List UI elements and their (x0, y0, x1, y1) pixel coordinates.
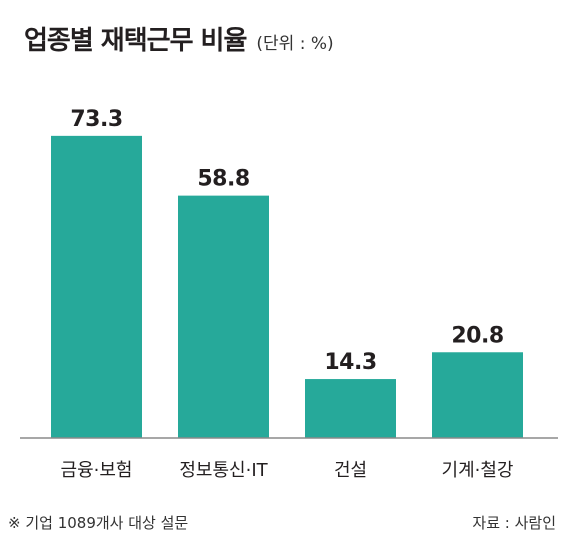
chart-title: 업종별 재택근무 비율 (24, 26, 247, 56)
data-label: 14.3 (324, 350, 376, 375)
bar (178, 195, 269, 438)
bar (51, 135, 142, 439)
survey-note: ※ 기업 1089개사 대상 설문 (8, 514, 189, 532)
bar (432, 352, 523, 438)
data-label: 20.8 (451, 323, 503, 348)
unit-label: (단위 : %) (256, 34, 334, 54)
data-label: 58.8 (197, 167, 249, 192)
bar (305, 379, 396, 438)
category-label: 정보통신·IT (179, 460, 268, 481)
category-label: 금융·보험 (61, 460, 133, 481)
category-label: 건설 (334, 460, 367, 481)
chart-header: 업종별 재택근무 비율 (단위 : %) (24, 20, 334, 68)
data-label: 73.3 (70, 107, 122, 132)
source-label: 자료 : 사람인 (472, 514, 556, 532)
category-label: 기계·철강 (442, 460, 514, 481)
